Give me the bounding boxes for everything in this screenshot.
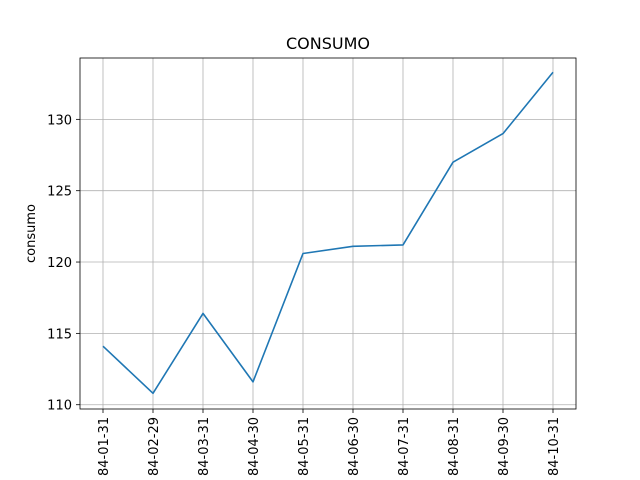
y-tick-label: 115 <box>47 327 72 342</box>
series-layer <box>102 71 554 395</box>
x-axis: 84-01-31 84-02-29 84-03-31 84-04-30 84-05-31… <box>97 409 562 476</box>
y-tick-label: 130 <box>47 113 72 128</box>
x-tick-label: 84-03-31 <box>197 417 212 476</box>
y-axis: 110 115 120 125 130 <box>47 113 80 414</box>
y-tick-label: 120 <box>47 256 72 271</box>
x-tick-label: 84-07-31 <box>397 417 412 476</box>
x-tick-label: 84-02-29 <box>147 417 162 476</box>
x-tick-label: 84-09-30 <box>497 417 512 476</box>
x-tick-label: 84-05-31 <box>297 417 312 476</box>
y-axis-label: consumo <box>24 204 39 263</box>
x-tick-label: 84-10-31 <box>547 417 562 476</box>
y-tick-label: 110 <box>47 399 72 414</box>
x-tick-label: 84-04-30 <box>247 417 262 476</box>
x-tick-label: 84-06-30 <box>347 417 362 476</box>
grid-layer <box>80 58 576 409</box>
x-tick-label: 84-01-31 <box>97 417 112 476</box>
plot-frame <box>79 57 577 410</box>
series-line <box>102 71 554 395</box>
x-tick-label: 84-08-31 <box>447 417 462 476</box>
y-tick-label: 125 <box>47 185 72 200</box>
chart-title: CONSUMO <box>286 34 370 53</box>
